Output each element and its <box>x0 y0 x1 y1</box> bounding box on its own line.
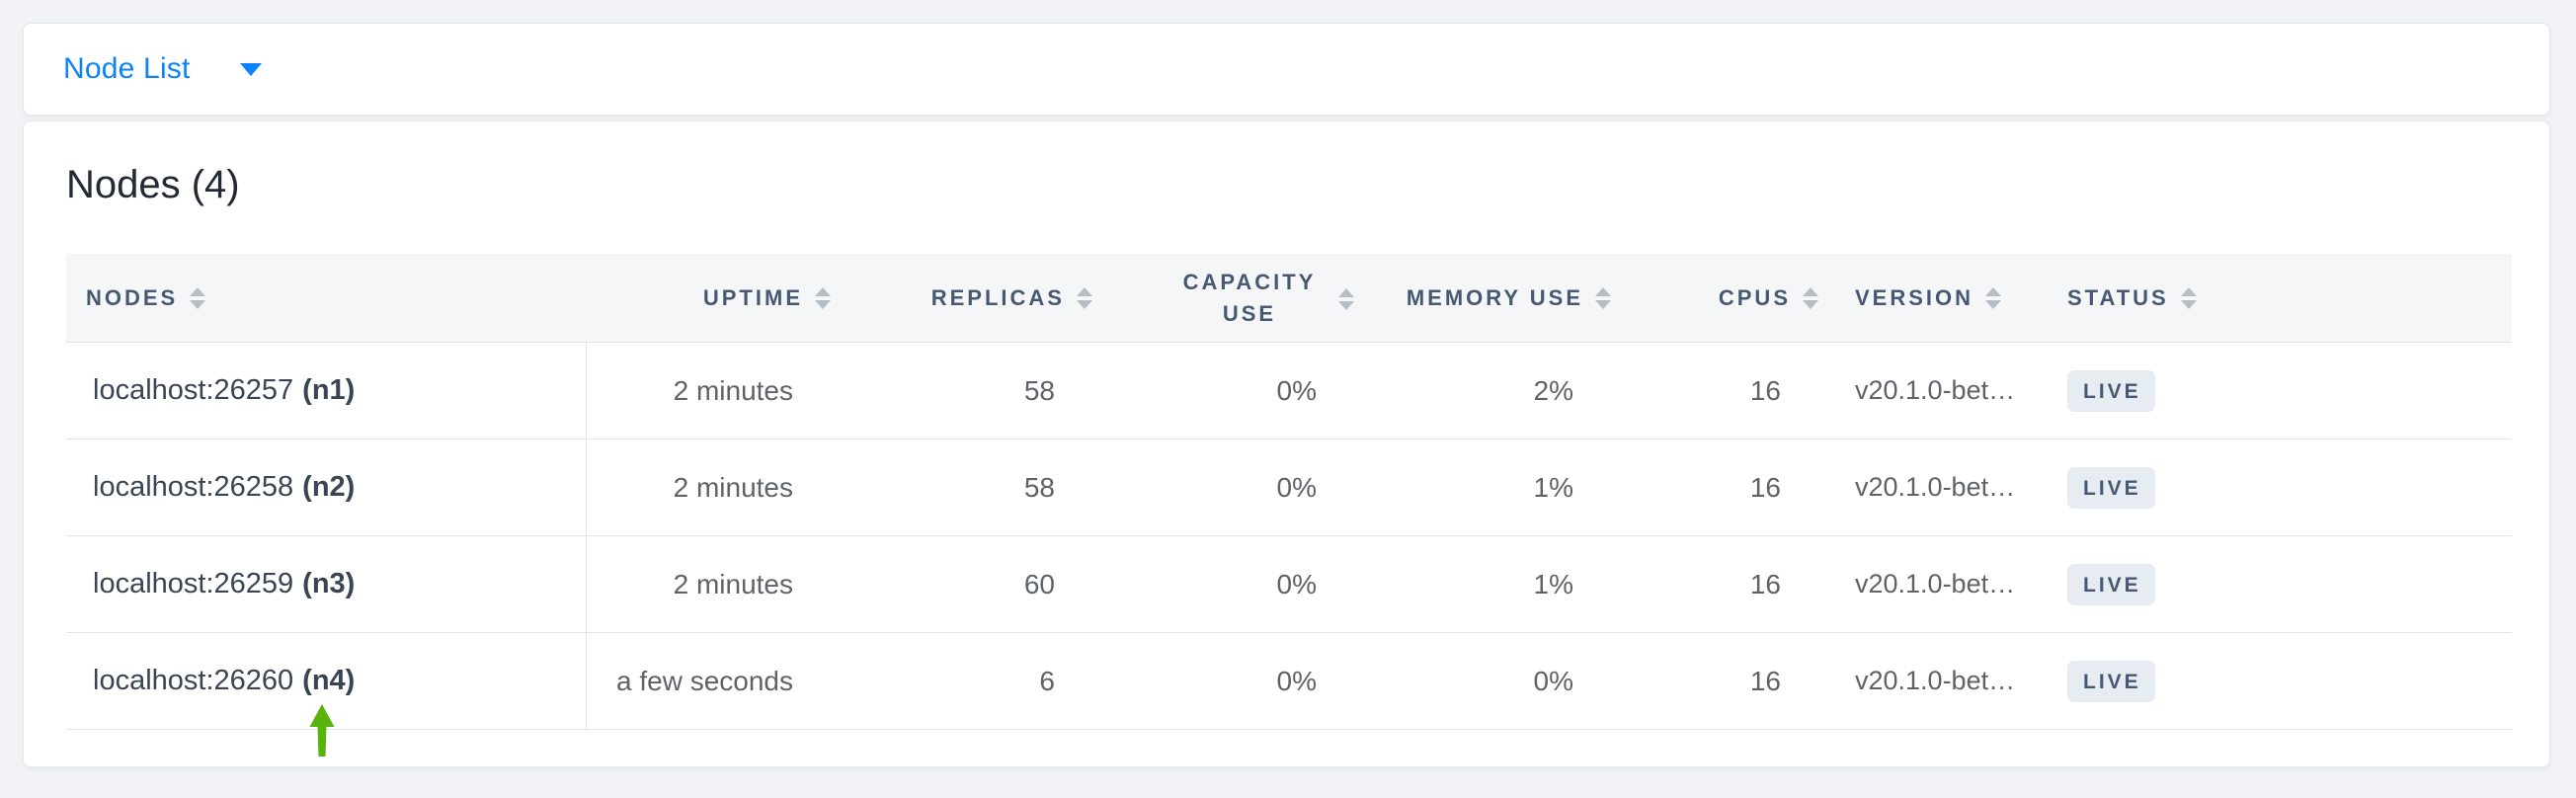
uptime-cell: 2 minutes <box>586 343 850 439</box>
uptime-cell: 2 minutes <box>586 536 850 632</box>
column-header-label: VERSION <box>1855 284 1974 310</box>
chevron-down-icon <box>239 62 262 76</box>
status-badge: LIVE <box>2067 466 2155 509</box>
status-cell: LIVE <box>2051 439 2512 535</box>
page-title: Nodes (4) <box>66 163 240 206</box>
top-bar: Node List <box>23 23 2550 116</box>
version-cell: v20.1.0-bet… <box>1855 666 2016 695</box>
status-cell: LIVE <box>2051 343 2512 439</box>
column-header-version[interactable]: VERSION <box>1838 254 2051 342</box>
capacity-use-cell: 0% <box>1276 471 1317 503</box>
version-cell: v20.1.0-bet… <box>1855 569 2016 598</box>
uptime-cell: 2 minutes <box>586 439 850 535</box>
nodes-panel: Nodes (4) NODES UPTIME REPLICAS CAPACITY… <box>23 120 2550 767</box>
column-header-nodes[interactable]: NODES <box>66 254 586 342</box>
sort-icon <box>190 286 206 309</box>
memory-use-cell: 0% <box>1533 665 1573 696</box>
column-header-status[interactable]: STATUS <box>2051 254 2512 342</box>
node-link[interactable]: localhost:26258 (n2) <box>66 439 586 535</box>
column-header-label: CPUS <box>1718 284 1791 310</box>
sort-icon <box>1595 286 1611 309</box>
column-header-cpus[interactable]: CPUS <box>1631 254 1838 342</box>
status-badge: LIVE <box>2067 369 2155 412</box>
sort-icon <box>1803 286 1818 309</box>
capacity-use-cell: 0% <box>1276 568 1317 599</box>
column-header-label: NODES <box>86 284 179 310</box>
column-header-replicas[interactable]: REPLICAS <box>850 254 1112 342</box>
node-id: (n4) <box>302 665 356 696</box>
sort-icon <box>1077 286 1092 309</box>
memory-use-cell: 1% <box>1533 471 1573 503</box>
table-row: localhost:26258 (n2) 2 minutes 58 0% 1% … <box>66 439 2512 536</box>
cpus-cell: 16 <box>1749 568 1781 599</box>
table-row: localhost:26260 (n4) a few seconds 6 0% … <box>66 633 2512 730</box>
status-badge: LIVE <box>2067 660 2155 702</box>
table-row: localhost:26257 (n1) 2 minutes 58 0% 2% … <box>66 343 2512 439</box>
node-id: (n2) <box>302 471 356 503</box>
column-header-label: UPTIME <box>702 284 803 310</box>
nodes-table: NODES UPTIME REPLICAS CAPACITY USE MEMOR <box>66 254 2512 730</box>
version-cell: v20.1.0-bet… <box>1855 375 2016 405</box>
replicas-cell: 60 <box>1023 568 1055 599</box>
sort-icon <box>2180 286 2197 309</box>
column-header-uptime[interactable]: UPTIME <box>586 254 850 342</box>
table-header-row: NODES UPTIME REPLICAS CAPACITY USE MEMOR <box>66 254 2512 343</box>
column-header-memory-use[interactable]: MEMORY USE <box>1374 254 1631 342</box>
column-header-label: STATUS <box>2067 284 2169 310</box>
node-link[interactable]: localhost:26260 (n4) <box>66 633 586 729</box>
replicas-cell: 6 <box>1039 665 1055 696</box>
column-header-label: REPLICAS <box>930 284 1065 310</box>
node-id: (n1) <box>302 374 356 406</box>
node-address: localhost:26259 <box>93 568 294 599</box>
cpus-cell: 16 <box>1749 374 1781 406</box>
memory-use-cell: 2% <box>1533 374 1573 406</box>
node-link[interactable]: localhost:26257 (n1) <box>66 343 586 439</box>
status-badge: LIVE <box>2067 563 2155 605</box>
column-header-label: MEMORY USE <box>1406 284 1583 310</box>
column-header-capacity-use[interactable]: CAPACITY USE <box>1112 254 1374 342</box>
node-address: localhost:26258 <box>93 471 294 503</box>
node-list-dropdown-label: Node List <box>63 52 191 85</box>
replicas-cell: 58 <box>1023 374 1055 406</box>
uptime-cell: a few seconds <box>586 633 850 729</box>
sort-icon <box>815 286 831 309</box>
memory-use-cell: 1% <box>1533 568 1573 599</box>
replicas-cell: 58 <box>1023 471 1055 503</box>
node-link[interactable]: localhost:26259 (n3) <box>66 536 586 632</box>
version-cell: v20.1.0-bet… <box>1855 472 2016 502</box>
column-header-label: CAPACITY USE <box>1182 270 1317 326</box>
sort-icon <box>1985 286 2002 309</box>
node-address: localhost:26260 <box>93 665 294 696</box>
cpus-cell: 16 <box>1749 665 1781 696</box>
table-row: localhost:26259 (n3) 2 minutes 60 0% 1% … <box>66 536 2512 633</box>
capacity-use-cell: 0% <box>1276 374 1317 406</box>
node-address: localhost:26257 <box>93 374 294 406</box>
node-id: (n3) <box>302 568 356 599</box>
status-cell: LIVE <box>2051 633 2512 729</box>
node-list-dropdown[interactable]: Node List <box>63 52 262 86</box>
status-cell: LIVE <box>2051 536 2512 632</box>
capacity-use-cell: 0% <box>1276 665 1317 696</box>
cpus-cell: 16 <box>1749 471 1781 503</box>
sort-icon <box>1338 288 1354 310</box>
